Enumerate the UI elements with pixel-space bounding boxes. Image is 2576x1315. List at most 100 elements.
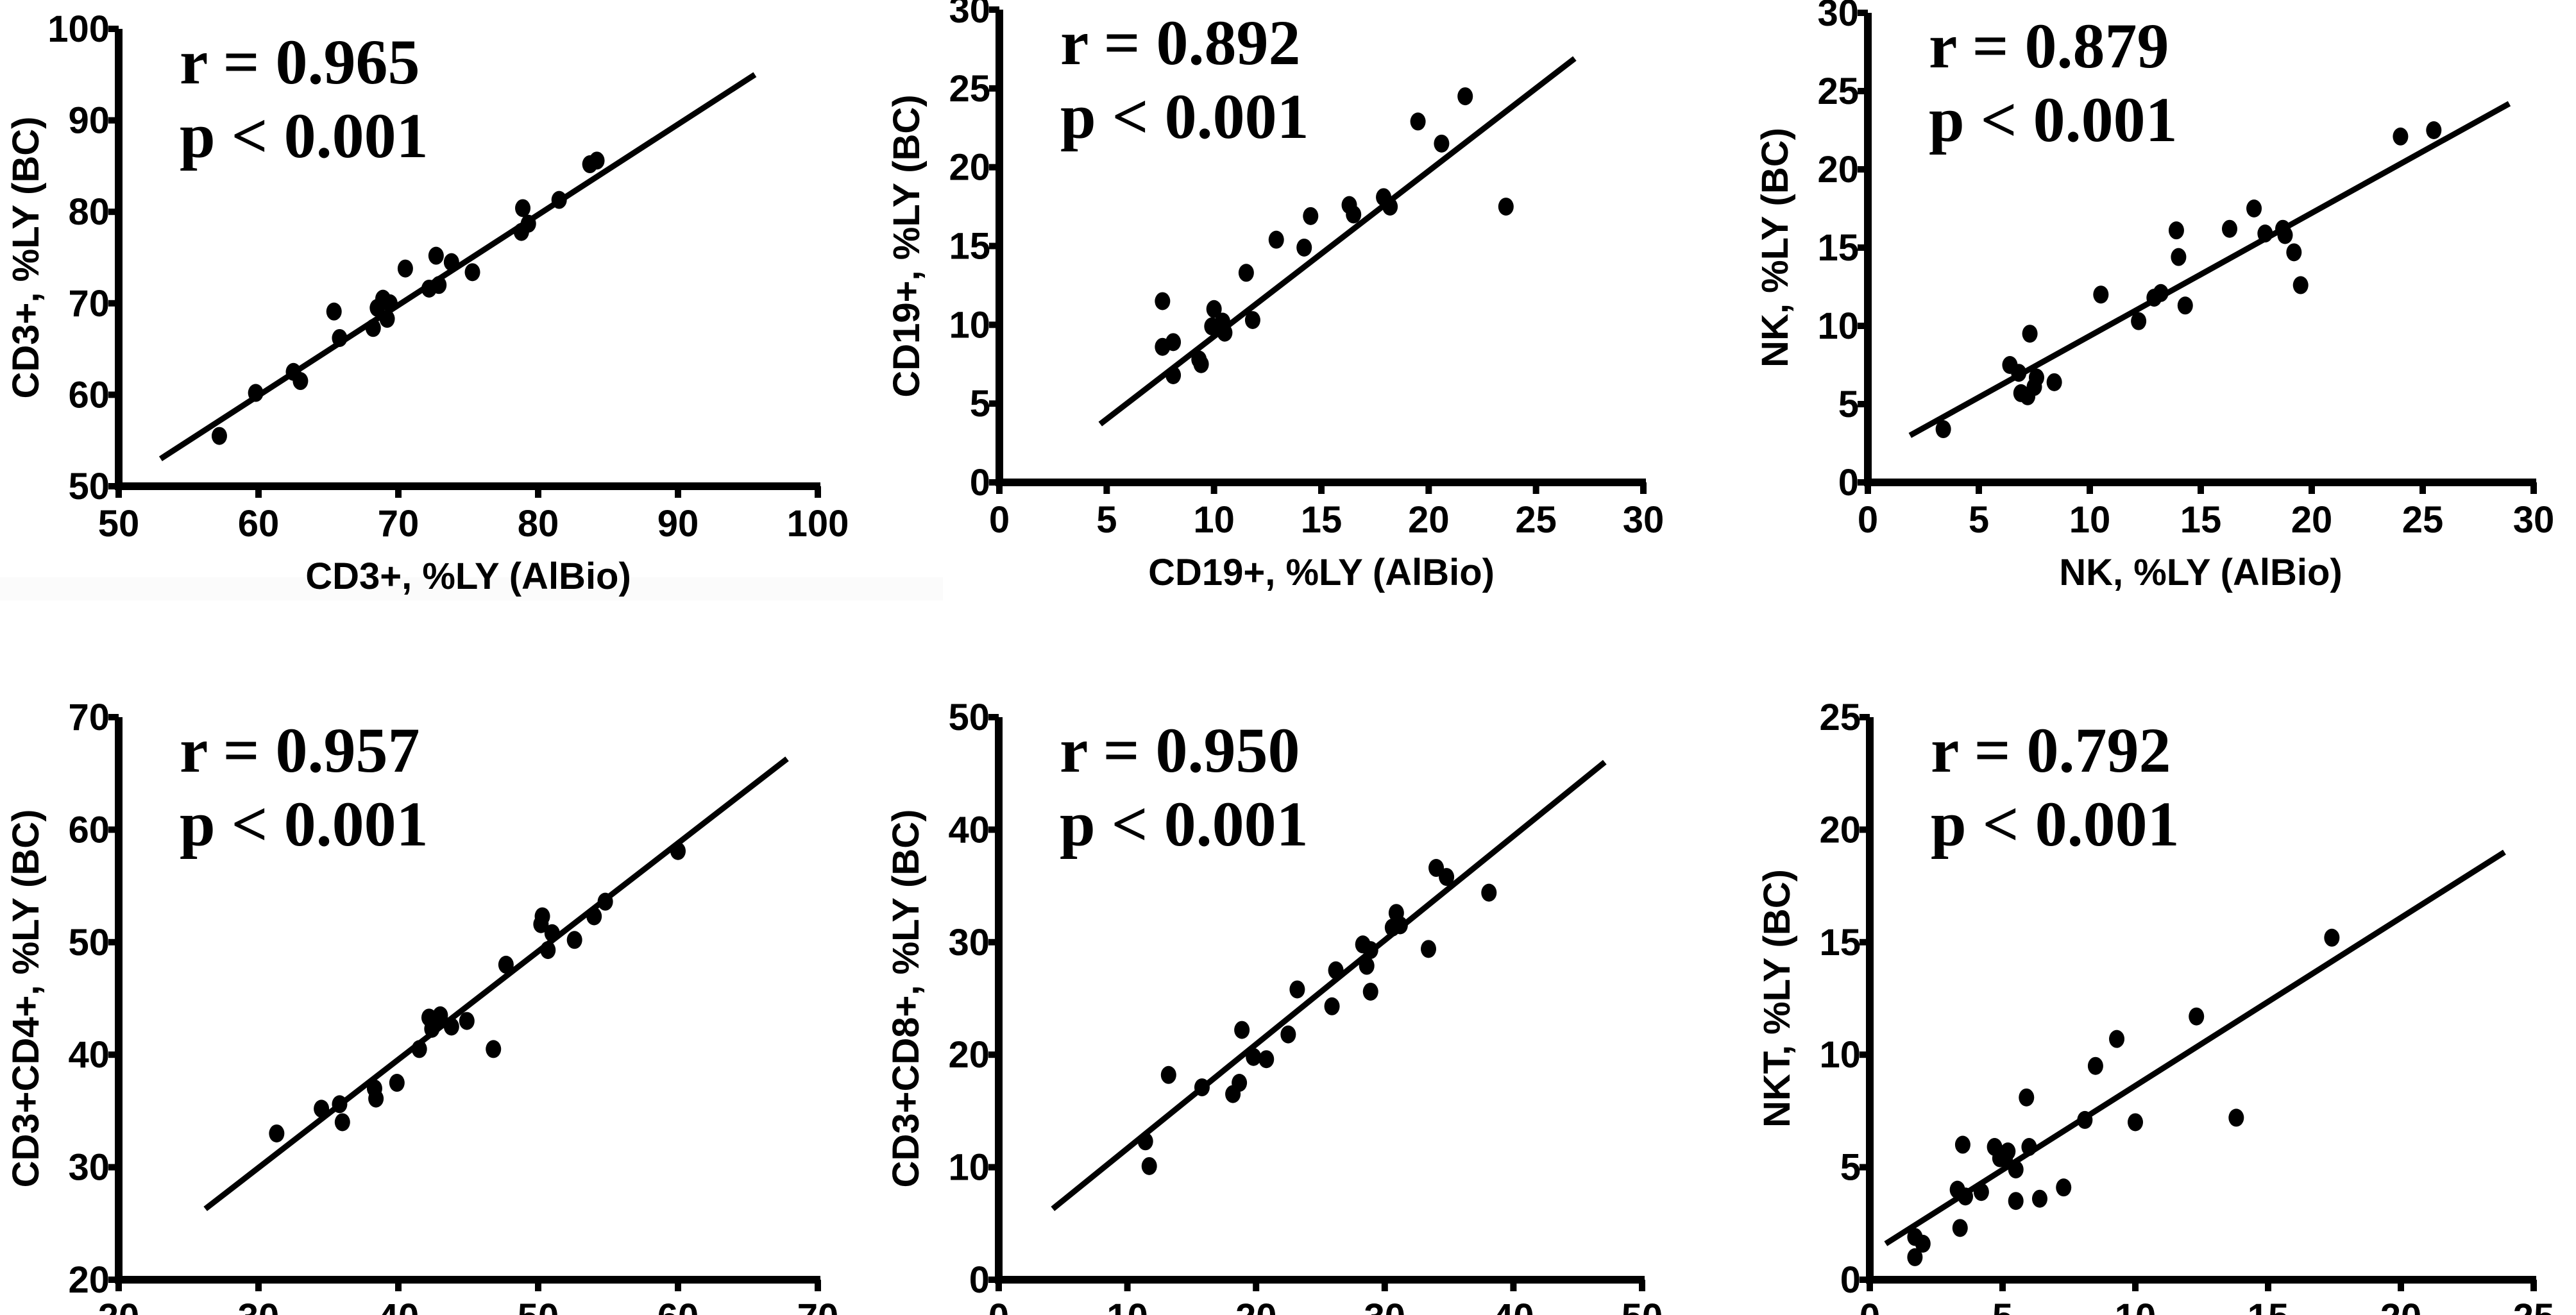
- y-tick-label: 0: [1838, 462, 1859, 504]
- data-point: [2228, 1108, 2244, 1127]
- data-point: [1289, 980, 1305, 999]
- data-point: [365, 319, 381, 337]
- data-point: [443, 1017, 459, 1036]
- data-point: [397, 259, 413, 278]
- data-point: [1346, 205, 1362, 224]
- data-point: [428, 246, 444, 265]
- data-point: [1359, 956, 1375, 975]
- p-value-label: p < 0.001: [1060, 81, 1309, 152]
- data-point: [2257, 225, 2273, 243]
- correlation-label: r = 0.879: [1929, 10, 2169, 81]
- x-tick-label: 10: [2115, 1296, 2157, 1315]
- y-tick-label: 25: [1817, 71, 1859, 112]
- correlation-label: r = 0.950: [1060, 715, 1300, 786]
- data-point: [379, 310, 395, 328]
- y-tick-label: 90: [68, 100, 110, 142]
- data-point: [1421, 940, 1437, 958]
- data-point: [1382, 198, 1398, 216]
- x-axis-title: NK, %LY (AlBio): [2059, 552, 2343, 593]
- x-tick-label: 0: [1858, 499, 1878, 541]
- y-tick-label: 30: [948, 922, 990, 963]
- data-point: [1268, 230, 1284, 249]
- x-tick-label: 20: [2380, 1296, 2422, 1315]
- data-point: [1410, 112, 1426, 131]
- data-point: [1362, 982, 1378, 1001]
- x-tick-label: 40: [1493, 1296, 1534, 1315]
- x-tick-label: 5: [1969, 499, 1989, 541]
- data-point: [534, 907, 550, 926]
- y-tick-label: 30: [68, 1147, 110, 1189]
- data-point: [1296, 238, 1312, 257]
- data-point: [1954, 1135, 1970, 1154]
- y-tick-label: 20: [1819, 809, 1861, 851]
- x-tick-label: 0: [1860, 1296, 1880, 1315]
- data-point: [459, 1012, 475, 1030]
- data-point: [1303, 207, 1319, 225]
- y-tick-label: 20: [949, 147, 990, 189]
- y-tick-label: 15: [1817, 227, 1859, 269]
- data-point: [334, 1113, 350, 1132]
- x-tick-label: 15: [2180, 499, 2222, 541]
- x-tick-label: 20: [98, 1296, 140, 1315]
- y-axis-title: NK, %LY (BC): [1754, 128, 1796, 368]
- x-tick-label: 70: [378, 503, 419, 545]
- data-point: [1935, 420, 1951, 439]
- data-point: [269, 1124, 285, 1142]
- data-point: [540, 941, 556, 960]
- data-point: [498, 955, 514, 974]
- regression-line: [1098, 56, 1577, 427]
- data-point: [1481, 883, 1497, 902]
- data-point: [2221, 219, 2237, 238]
- data-point: [2177, 296, 2193, 315]
- data-point: [211, 427, 227, 445]
- y-tick-label: 40: [948, 809, 990, 851]
- data-point: [2008, 1160, 2024, 1179]
- data-point: [2093, 285, 2109, 304]
- data-point: [2171, 248, 2187, 266]
- regression-line: [1908, 101, 2511, 438]
- y-tick-label: 50: [948, 697, 990, 738]
- data-point: [515, 199, 531, 217]
- data-point: [2031, 1189, 2047, 1208]
- y-tick-label: 50: [68, 922, 110, 963]
- y-tick-label: 10: [1817, 305, 1859, 347]
- y-tick-label: 10: [1819, 1034, 1861, 1076]
- y-tick-label: 25: [1819, 697, 1861, 738]
- data-point: [1324, 997, 1340, 1015]
- x-tick-label: 50: [98, 503, 140, 545]
- data-point: [566, 931, 582, 949]
- x-tick-label: 90: [657, 503, 699, 545]
- data-point: [2131, 312, 2147, 330]
- data-point: [2046, 373, 2062, 391]
- data-point: [2109, 1030, 2125, 1048]
- y-axis-title: CD3+, %LY (BC): [5, 117, 47, 399]
- y-tick-label: 5: [1838, 384, 1859, 425]
- y-axis-title: CD3+CD4+, %LY (BC): [5, 810, 47, 1188]
- data-point: [1234, 1021, 1250, 1039]
- data-point: [368, 1089, 384, 1108]
- data-point: [1246, 1048, 1262, 1066]
- y-tick-label: 20: [948, 1034, 990, 1076]
- data-point: [314, 1099, 330, 1118]
- x-tick-label: 15: [1301, 499, 1343, 541]
- data-point: [431, 276, 447, 294]
- x-tick-label: 0: [988, 1296, 1009, 1315]
- data-point: [2292, 276, 2309, 294]
- data-point: [1258, 1050, 1275, 1069]
- data-point: [597, 892, 613, 911]
- y-tick-label: 60: [68, 374, 110, 416]
- data-point: [464, 263, 480, 282]
- x-axis-title: CD3+, %LY (AlBio): [305, 556, 631, 597]
- data-point: [1160, 1065, 1176, 1084]
- panel-nk: 0 5 10 15 20 25 30 0 5 10 15 20 25 30 NK, %LY (AlBio) N…: [1754, 0, 2554, 593]
- x-tick-label: 20: [2291, 499, 2333, 541]
- x-tick-label: 25: [1515, 499, 1557, 541]
- data-point: [1439, 868, 1455, 887]
- panel-cd3cd8: 0102030405001020304050CD3+CD8+, %LY (AlB…: [885, 697, 1663, 1315]
- data-point: [1434, 134, 1450, 153]
- p-value-label: p < 0.001: [1929, 84, 2178, 155]
- data-point: [411, 1040, 427, 1058]
- y-tick-label: 15: [1819, 922, 1861, 963]
- data-point: [292, 372, 309, 391]
